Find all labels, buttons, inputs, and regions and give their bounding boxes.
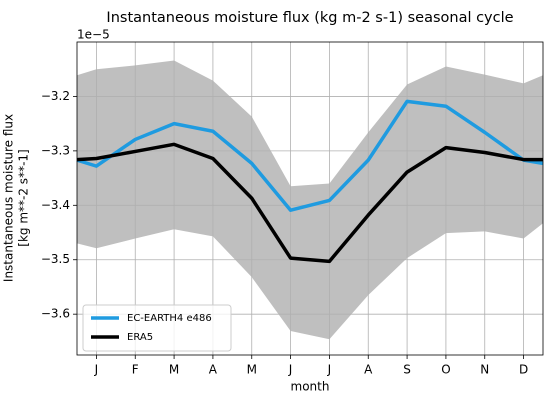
x-tick-label: D — [519, 363, 528, 377]
y-tick-label: −3.4 — [41, 198, 70, 212]
x-axis-label: month — [291, 380, 330, 394]
x-tick-label: A — [209, 363, 218, 377]
x-tick-label: A — [364, 363, 373, 377]
x-tick-label: F — [132, 363, 139, 377]
spread-band — [77, 60, 543, 340]
x-tick-label: O — [441, 363, 450, 377]
y-tick-label: −3.6 — [41, 307, 70, 321]
chart-title: Instantaneous moisture flux (kg m-2 s-1)… — [106, 10, 513, 26]
series-line — [76, 142, 543, 264]
legend-label: ERA5 — [127, 332, 153, 343]
y-tick-label: −3.2 — [41, 89, 70, 103]
x-tick-label: J — [94, 363, 99, 377]
y-axis-label: Instantaneous moisture flux — [2, 114, 16, 282]
x-tick-label: N — [480, 363, 489, 377]
series-line — [76, 99, 544, 212]
x-tick-label: M — [169, 363, 179, 377]
x-tick-label: J — [288, 363, 293, 377]
plot-frame — [76, 41, 544, 356]
legend-box — [82, 304, 232, 352]
offset-label: 1e−5 — [77, 28, 110, 42]
legend-label: EC-EARTH4 e486 — [127, 313, 212, 324]
y-axis-label: [kg m**-2 s**-1] — [17, 149, 31, 246]
y-tick-label: −3.5 — [41, 252, 70, 266]
x-tick-label: S — [403, 363, 411, 377]
y-tick-label: −3.3 — [41, 143, 70, 157]
x-tick-label: M — [247, 363, 257, 377]
x-tick-label: J — [327, 363, 332, 377]
